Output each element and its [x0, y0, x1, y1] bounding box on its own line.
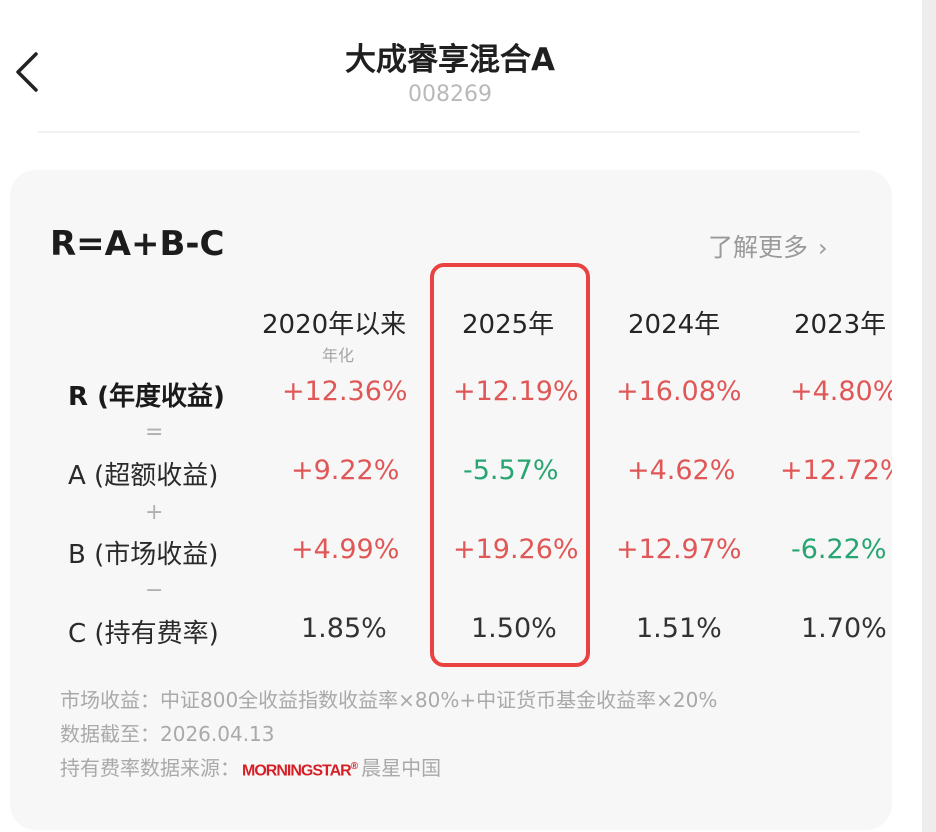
cell-a-2024: +4.62%: [627, 455, 736, 486]
return-breakdown-card: R=A+B-C 了解更多 › 2020年以来 年化 2025年 2024年 202…: [10, 170, 892, 830]
cell-a-2025: -5.57%: [463, 455, 559, 486]
operator-plus: +: [145, 500, 164, 525]
cell-r-since-2020: +12.36%: [282, 376, 408, 407]
back-button[interactable]: [10, 50, 46, 94]
cell-a-2023: +12.72%: [780, 455, 892, 486]
note-fee-source: 持有费率数据来源： MORNINGSTAR® 晨星中国: [60, 752, 441, 781]
chevron-left-icon: [16, 52, 38, 92]
cell-b-2024: +12.97%: [616, 534, 742, 565]
morningstar-logo: MORNINGSTAR®: [242, 760, 358, 779]
chevron-right-icon: ›: [818, 234, 828, 262]
cell-a-since-2020: +9.22%: [291, 455, 400, 486]
row-label-b: B (市场收益): [68, 540, 219, 570]
learn-more-link[interactable]: 了解更多 ›: [708, 228, 828, 264]
row-label-a: A (超额收益): [68, 461, 219, 491]
scrollbar-track: [922, 0, 936, 832]
cell-b-2023: -6.22%: [791, 534, 887, 565]
cell-r-2023: +4.80%: [790, 376, 892, 407]
column-header-2025: 2025年: [462, 310, 555, 340]
fee-source-label: 持有费率数据来源：: [60, 756, 240, 780]
note-data-as-of: 数据截至：2026.04.13: [60, 722, 275, 746]
learn-more-label: 了解更多: [708, 233, 809, 262]
cell-b-since-2020: +4.99%: [291, 534, 400, 565]
column-header-2023: 2023年: [794, 310, 887, 340]
column-subheader-annualized: 年化: [322, 346, 355, 365]
cell-c-2025: 1.50%: [471, 613, 557, 644]
header-divider: [38, 131, 860, 133]
row-label-c: C (持有费率): [68, 619, 219, 649]
column-header-since-2020: 2020年以来: [262, 310, 407, 340]
cell-c-2023: 1.70%: [801, 613, 887, 644]
operator-equals: =: [145, 420, 164, 445]
fund-title: 大成睿享混合A: [345, 42, 555, 78]
cell-b-2025: +19.26%: [453, 534, 579, 565]
fee-source-name: 晨星中国: [361, 756, 442, 780]
fund-code: 008269: [408, 82, 492, 107]
note-market-return: 市场收益：中证800全收益指数收益率×80%+中证货币基金收益率×20%: [60, 688, 718, 712]
cell-r-2025: +12.19%: [453, 376, 579, 407]
cell-c-since-2020: 1.85%: [301, 613, 387, 644]
column-header-2024: 2024年: [628, 310, 721, 340]
highlight-2025-column: [430, 263, 590, 667]
cell-r-2024: +16.08%: [616, 376, 742, 407]
formula-title: R=A+B-C: [50, 224, 225, 264]
row-label-r: R (年度收益): [68, 382, 225, 412]
operator-minus: −: [145, 578, 164, 603]
cell-c-2024: 1.51%: [636, 613, 722, 644]
